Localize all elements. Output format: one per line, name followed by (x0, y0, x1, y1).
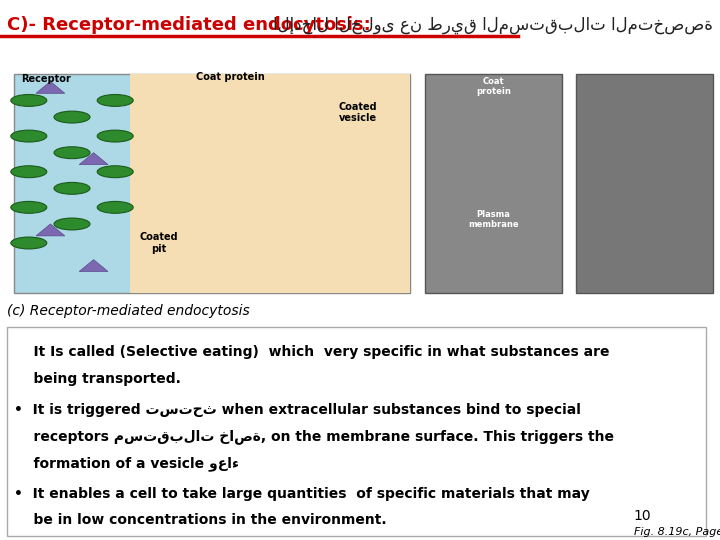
Text: Coat
protein: Coat protein (476, 77, 510, 96)
Text: Coated
pit: Coated pit (139, 232, 178, 254)
Polygon shape (79, 260, 108, 272)
Circle shape (11, 130, 47, 142)
FancyBboxPatch shape (130, 75, 410, 293)
Text: formation of a vesicle وعاء: formation of a vesicle وعاء (14, 456, 239, 470)
Circle shape (11, 166, 47, 178)
Text: being transported.: being transported. (14, 372, 181, 386)
Circle shape (97, 166, 133, 178)
Text: الإدخال الخلوى عن طريق المستقبلات المتخصصة: الإدخال الخلوى عن طريق المستقبلات المتخص… (273, 16, 713, 34)
Text: Fig. 8.19c, Page 152: Fig. 8.19c, Page 152 (634, 526, 720, 537)
FancyBboxPatch shape (576, 75, 713, 293)
Text: Coat protein: Coat protein (196, 72, 265, 82)
Circle shape (97, 94, 133, 106)
Circle shape (54, 183, 90, 194)
Circle shape (11, 237, 47, 249)
Circle shape (97, 201, 133, 213)
Circle shape (97, 130, 133, 142)
Circle shape (11, 201, 47, 213)
Circle shape (54, 218, 90, 230)
FancyBboxPatch shape (0, 0, 720, 65)
Polygon shape (79, 153, 108, 165)
FancyBboxPatch shape (7, 327, 706, 536)
Text: (c) Receptor-mediated endocytosis: (c) Receptor-mediated endocytosis (7, 303, 250, 318)
Text: 10: 10 (634, 509, 651, 523)
Text: Coated
vesicle: Coated vesicle (338, 102, 377, 123)
Polygon shape (36, 82, 65, 93)
Text: It Is called (Selective eating)  which  very specific in what substances are: It Is called (Selective eating) which ve… (14, 345, 610, 359)
Text: Receptor: Receptor (22, 75, 71, 84)
Text: •  It is triggered تستحث when extracellular substances bind to special: • It is triggered تستحث when extracellul… (14, 403, 581, 417)
Text: receptors مستقبلات خاصة, on the membrane surface. This triggers the: receptors مستقبلات خاصة, on the membrane… (14, 429, 614, 444)
FancyBboxPatch shape (14, 75, 410, 293)
Text: C)- Receptor-mediated endocytosis:: C)- Receptor-mediated endocytosis: (7, 16, 371, 34)
Circle shape (54, 111, 90, 123)
Text: •  It enables a cell to take large quantities  of specific materials that may: • It enables a cell to take large quanti… (14, 487, 590, 501)
FancyBboxPatch shape (425, 75, 562, 293)
Circle shape (54, 147, 90, 159)
Circle shape (11, 94, 47, 106)
Polygon shape (36, 224, 65, 236)
Text: be in low concentrations in the environment.: be in low concentrations in the environm… (14, 514, 387, 528)
Text: Plasma
membrane: Plasma membrane (468, 210, 518, 229)
